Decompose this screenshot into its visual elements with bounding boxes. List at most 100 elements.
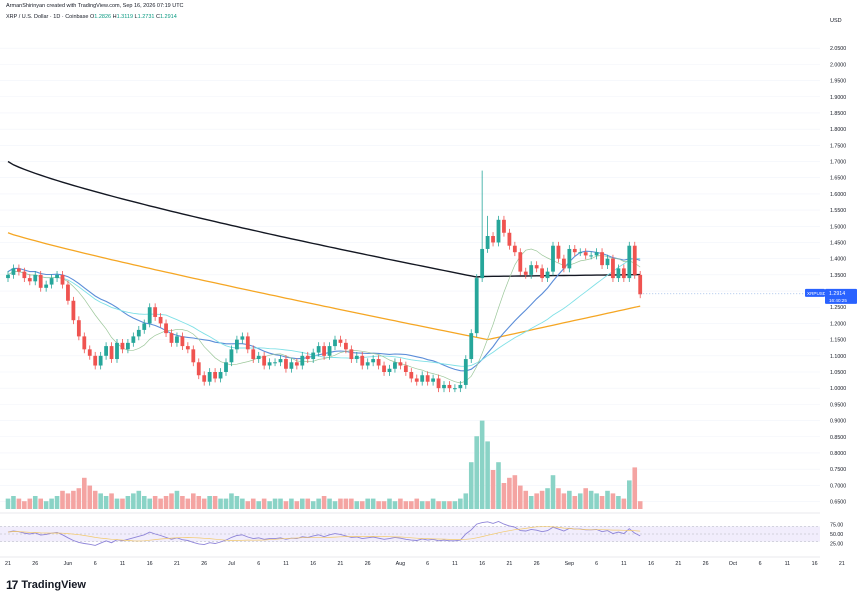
volume-bar bbox=[409, 501, 414, 509]
candle-body bbox=[256, 355, 261, 360]
candle-body bbox=[278, 359, 283, 363]
candle-body bbox=[349, 349, 354, 360]
volume-bar bbox=[191, 493, 196, 509]
volume-bar bbox=[278, 498, 283, 509]
symbol-tag: XRPUSD bbox=[807, 291, 827, 296]
candle-body bbox=[169, 333, 174, 343]
volume-bar bbox=[98, 493, 103, 509]
volume-bar bbox=[316, 498, 321, 509]
chart-credit: ArmanShirinyan created with TradingView.… bbox=[6, 3, 184, 9]
volume-bar bbox=[550, 475, 556, 509]
volume-bar bbox=[365, 498, 370, 509]
candle-body bbox=[627, 245, 632, 279]
volume-bar bbox=[332, 501, 338, 509]
candle-body bbox=[136, 329, 141, 337]
candle-body bbox=[311, 352, 316, 360]
volume-bar bbox=[310, 501, 316, 509]
candle-body bbox=[485, 236, 490, 249]
volume-bar bbox=[632, 467, 638, 509]
volume-bar bbox=[229, 493, 234, 509]
candle-body bbox=[447, 384, 452, 389]
candle-body bbox=[6, 274, 10, 279]
candle-body bbox=[398, 362, 403, 366]
price-tick-label: 0.9000 bbox=[830, 419, 846, 425]
rsi-tick-label: 75.00 bbox=[830, 523, 843, 529]
candle-body bbox=[251, 349, 256, 360]
volume-bar bbox=[425, 501, 430, 509]
candle-body bbox=[126, 342, 130, 350]
symbol-name: XRP / U.S. Dollar · 1D · Coinbase bbox=[6, 14, 89, 20]
price-tick-label: 1.3500 bbox=[830, 273, 846, 279]
volume-bar bbox=[447, 501, 452, 509]
candle-body bbox=[425, 375, 430, 382]
time-tick-label: 21 bbox=[839, 561, 845, 567]
volume-bar bbox=[441, 501, 447, 509]
candle-body bbox=[611, 258, 615, 279]
candle-body bbox=[235, 339, 239, 350]
volume-bar bbox=[49, 498, 54, 509]
volume-bar bbox=[458, 498, 463, 509]
candle-body bbox=[158, 316, 163, 324]
volume-bar bbox=[605, 490, 610, 509]
volume-bar bbox=[294, 501, 300, 509]
volume-bar bbox=[22, 501, 27, 509]
volume-bar bbox=[637, 501, 643, 509]
price-tick-label: 1.6000 bbox=[830, 192, 846, 198]
candle-body bbox=[316, 346, 321, 353]
rsi-line bbox=[7, 521, 641, 546]
volume-bar bbox=[490, 470, 496, 509]
volume-bar bbox=[501, 483, 507, 509]
candle-body bbox=[27, 278, 32, 282]
volume-bar bbox=[131, 493, 136, 509]
candle-body bbox=[523, 271, 528, 275]
time-tick-label: 11 bbox=[120, 561, 126, 567]
close-label: C bbox=[155, 14, 160, 20]
volume-bar bbox=[261, 498, 267, 509]
candle-body bbox=[131, 336, 136, 343]
volume-bar bbox=[534, 493, 539, 509]
candle-body bbox=[474, 278, 479, 334]
candle-body bbox=[109, 346, 114, 360]
candle-body bbox=[512, 245, 517, 253]
ma-orange-line bbox=[7, 232, 641, 341]
volume-bar bbox=[588, 490, 594, 509]
volume-bar bbox=[327, 498, 332, 509]
price-tick-label: 1.4500 bbox=[830, 240, 846, 246]
volume-bar bbox=[272, 498, 278, 509]
high-label: H bbox=[112, 14, 117, 20]
volume-bar bbox=[485, 441, 490, 509]
candle-body bbox=[11, 268, 16, 275]
time-tick-label: 11 bbox=[283, 561, 289, 567]
tradingview-logo-text: TradingView bbox=[21, 579, 86, 591]
time-tick-label: 26 bbox=[365, 561, 371, 567]
candle-body bbox=[365, 362, 370, 366]
tradingview-logo: 17 TradingView bbox=[6, 578, 86, 592]
candle-body bbox=[229, 349, 234, 363]
price-tick-label: 1.5500 bbox=[830, 208, 846, 214]
volume-bar bbox=[616, 496, 621, 509]
price-tick-label: 1.5000 bbox=[830, 224, 846, 230]
last-price-tag-bg bbox=[825, 288, 857, 304]
volume-bar bbox=[359, 501, 365, 509]
price-tick-label: 1.9500 bbox=[830, 79, 846, 85]
volume-bar bbox=[567, 490, 572, 509]
candle-body bbox=[551, 245, 555, 272]
price-tick-label: 0.9500 bbox=[830, 402, 846, 408]
volume-bar bbox=[507, 477, 512, 509]
volume-bar bbox=[82, 477, 87, 509]
time-tick-label: Oct bbox=[729, 561, 738, 567]
candle-body bbox=[22, 271, 27, 279]
candle-body bbox=[93, 355, 98, 366]
candle-body bbox=[621, 268, 626, 279]
candle-body bbox=[616, 268, 621, 279]
price-tick-label: 1.1500 bbox=[830, 338, 846, 344]
price-axis: USD 0.6500 0.7000 0.7500 0.8000 0.8500 0.9000 0… bbox=[822, 0, 860, 570]
candle-body bbox=[393, 362, 397, 369]
price-tick-label: 1.4000 bbox=[830, 257, 846, 263]
price-tick-label: 1.8500 bbox=[830, 111, 846, 117]
price-tick-label: 1.7000 bbox=[830, 160, 846, 166]
candle-body bbox=[333, 339, 337, 347]
candle-body bbox=[98, 355, 103, 366]
volume-bar bbox=[436, 501, 441, 509]
